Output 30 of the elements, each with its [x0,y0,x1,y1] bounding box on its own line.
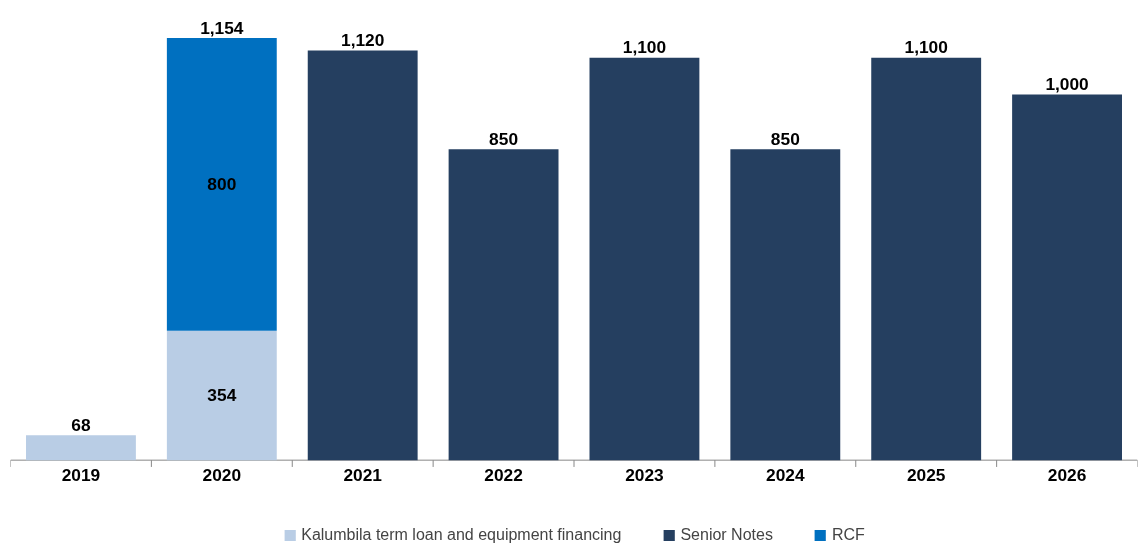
bar [166,330,277,461]
x-tick-label: 2019 [61,465,101,486]
total-label: 1,154 [200,17,244,38]
bar [730,149,841,461]
x-tick-label: 2022 [484,465,523,486]
x-tick-label: 2024 [766,465,805,486]
legend-label: Senior Notes [680,526,773,544]
data-label: 1,100 [622,37,667,58]
data-label: 850 [770,128,800,149]
bar [589,57,700,461]
data-label: 1,100 [904,37,948,58]
bar [166,38,277,331]
bar [26,435,136,461]
bar [307,50,418,461]
data-label: 1,000 [1045,73,1089,94]
legend-label: Kalumbila term loan and equipment financing [301,526,622,544]
x-tick-label: 2023 [625,465,665,486]
data-label: 354 [207,385,237,406]
x-tick-label: 2021 [343,465,383,486]
x-tick-label: 2020 [202,465,242,486]
data-label: 800 [207,174,237,195]
bar [871,57,982,461]
x-tick-label: 2026 [1047,465,1087,486]
data-label: 1,120 [341,29,385,50]
data-label: 850 [489,128,519,149]
bar [1012,94,1122,461]
bar [448,149,559,461]
legend-label: RCF [831,526,865,544]
data-label: 68 [71,414,91,435]
x-tick-label: 2025 [906,465,946,486]
